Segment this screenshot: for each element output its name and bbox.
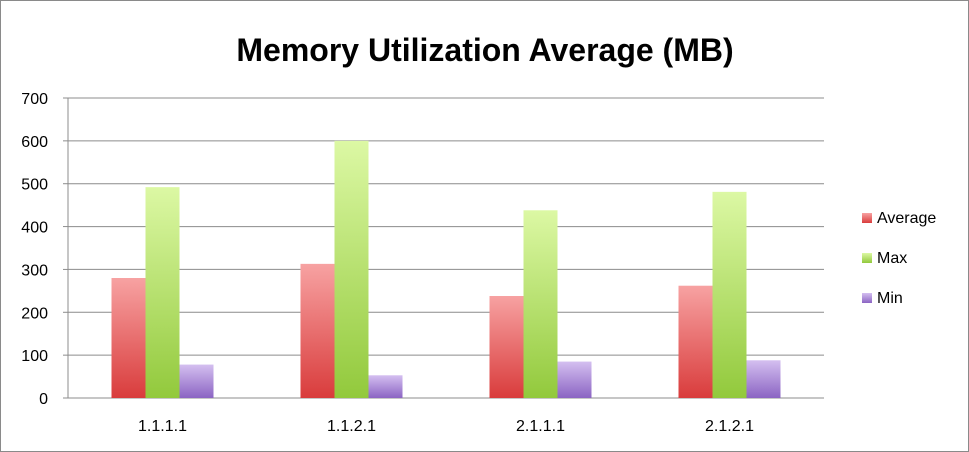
- chart-title: Memory Utilization Average (MB): [236, 32, 733, 68]
- legend-swatch-max: [862, 253, 872, 263]
- bar-average-1: [300, 263, 335, 398]
- bar-min-0: [179, 364, 214, 398]
- y-tick-label: 700: [21, 91, 48, 108]
- y-tick-label: 500: [21, 177, 48, 194]
- legend-label-min: Min: [877, 290, 903, 307]
- bar-average-2: [489, 296, 524, 398]
- legend-swatch-min: [862, 293, 872, 303]
- bar-min-1: [368, 375, 403, 398]
- bar-average-3: [678, 285, 713, 398]
- y-tick-label: 0: [39, 391, 48, 408]
- bar-max-3: [712, 191, 747, 398]
- gridlines: [63, 97, 824, 399]
- x-axis-ticks: 1.1.1.1 1.1.2.1 2.1.1.1 2.1.2.1: [138, 418, 754, 435]
- legend-label-average: Average: [877, 210, 936, 227]
- y-tick-label: 100: [21, 348, 48, 365]
- legend: Average Max Min: [862, 210, 936, 307]
- y-tick-label: 400: [21, 220, 48, 237]
- bar-max-2: [523, 210, 558, 398]
- y-tick-label: 600: [21, 134, 48, 151]
- bars: [111, 140, 781, 398]
- bar-max-1: [334, 140, 369, 398]
- bar-min-2: [557, 361, 592, 398]
- bar-average-0: [111, 278, 146, 398]
- bar-max-0: [145, 187, 180, 398]
- y-tick-label: 200: [21, 305, 48, 322]
- x-tick-label: 2.1.1.1: [516, 418, 565, 435]
- legend-label-max: Max: [877, 250, 907, 267]
- y-axis-ticks: 0 100 200 300 400 500 600 700: [21, 91, 48, 408]
- legend-swatch-average: [862, 213, 872, 223]
- x-tick-label: 2.1.2.1: [705, 418, 754, 435]
- x-tick-label: 1.1.1.1: [138, 418, 187, 435]
- bar-min-3: [746, 360, 781, 398]
- x-tick-label: 1.1.2.1: [327, 418, 376, 435]
- y-tick-label: 300: [21, 262, 48, 279]
